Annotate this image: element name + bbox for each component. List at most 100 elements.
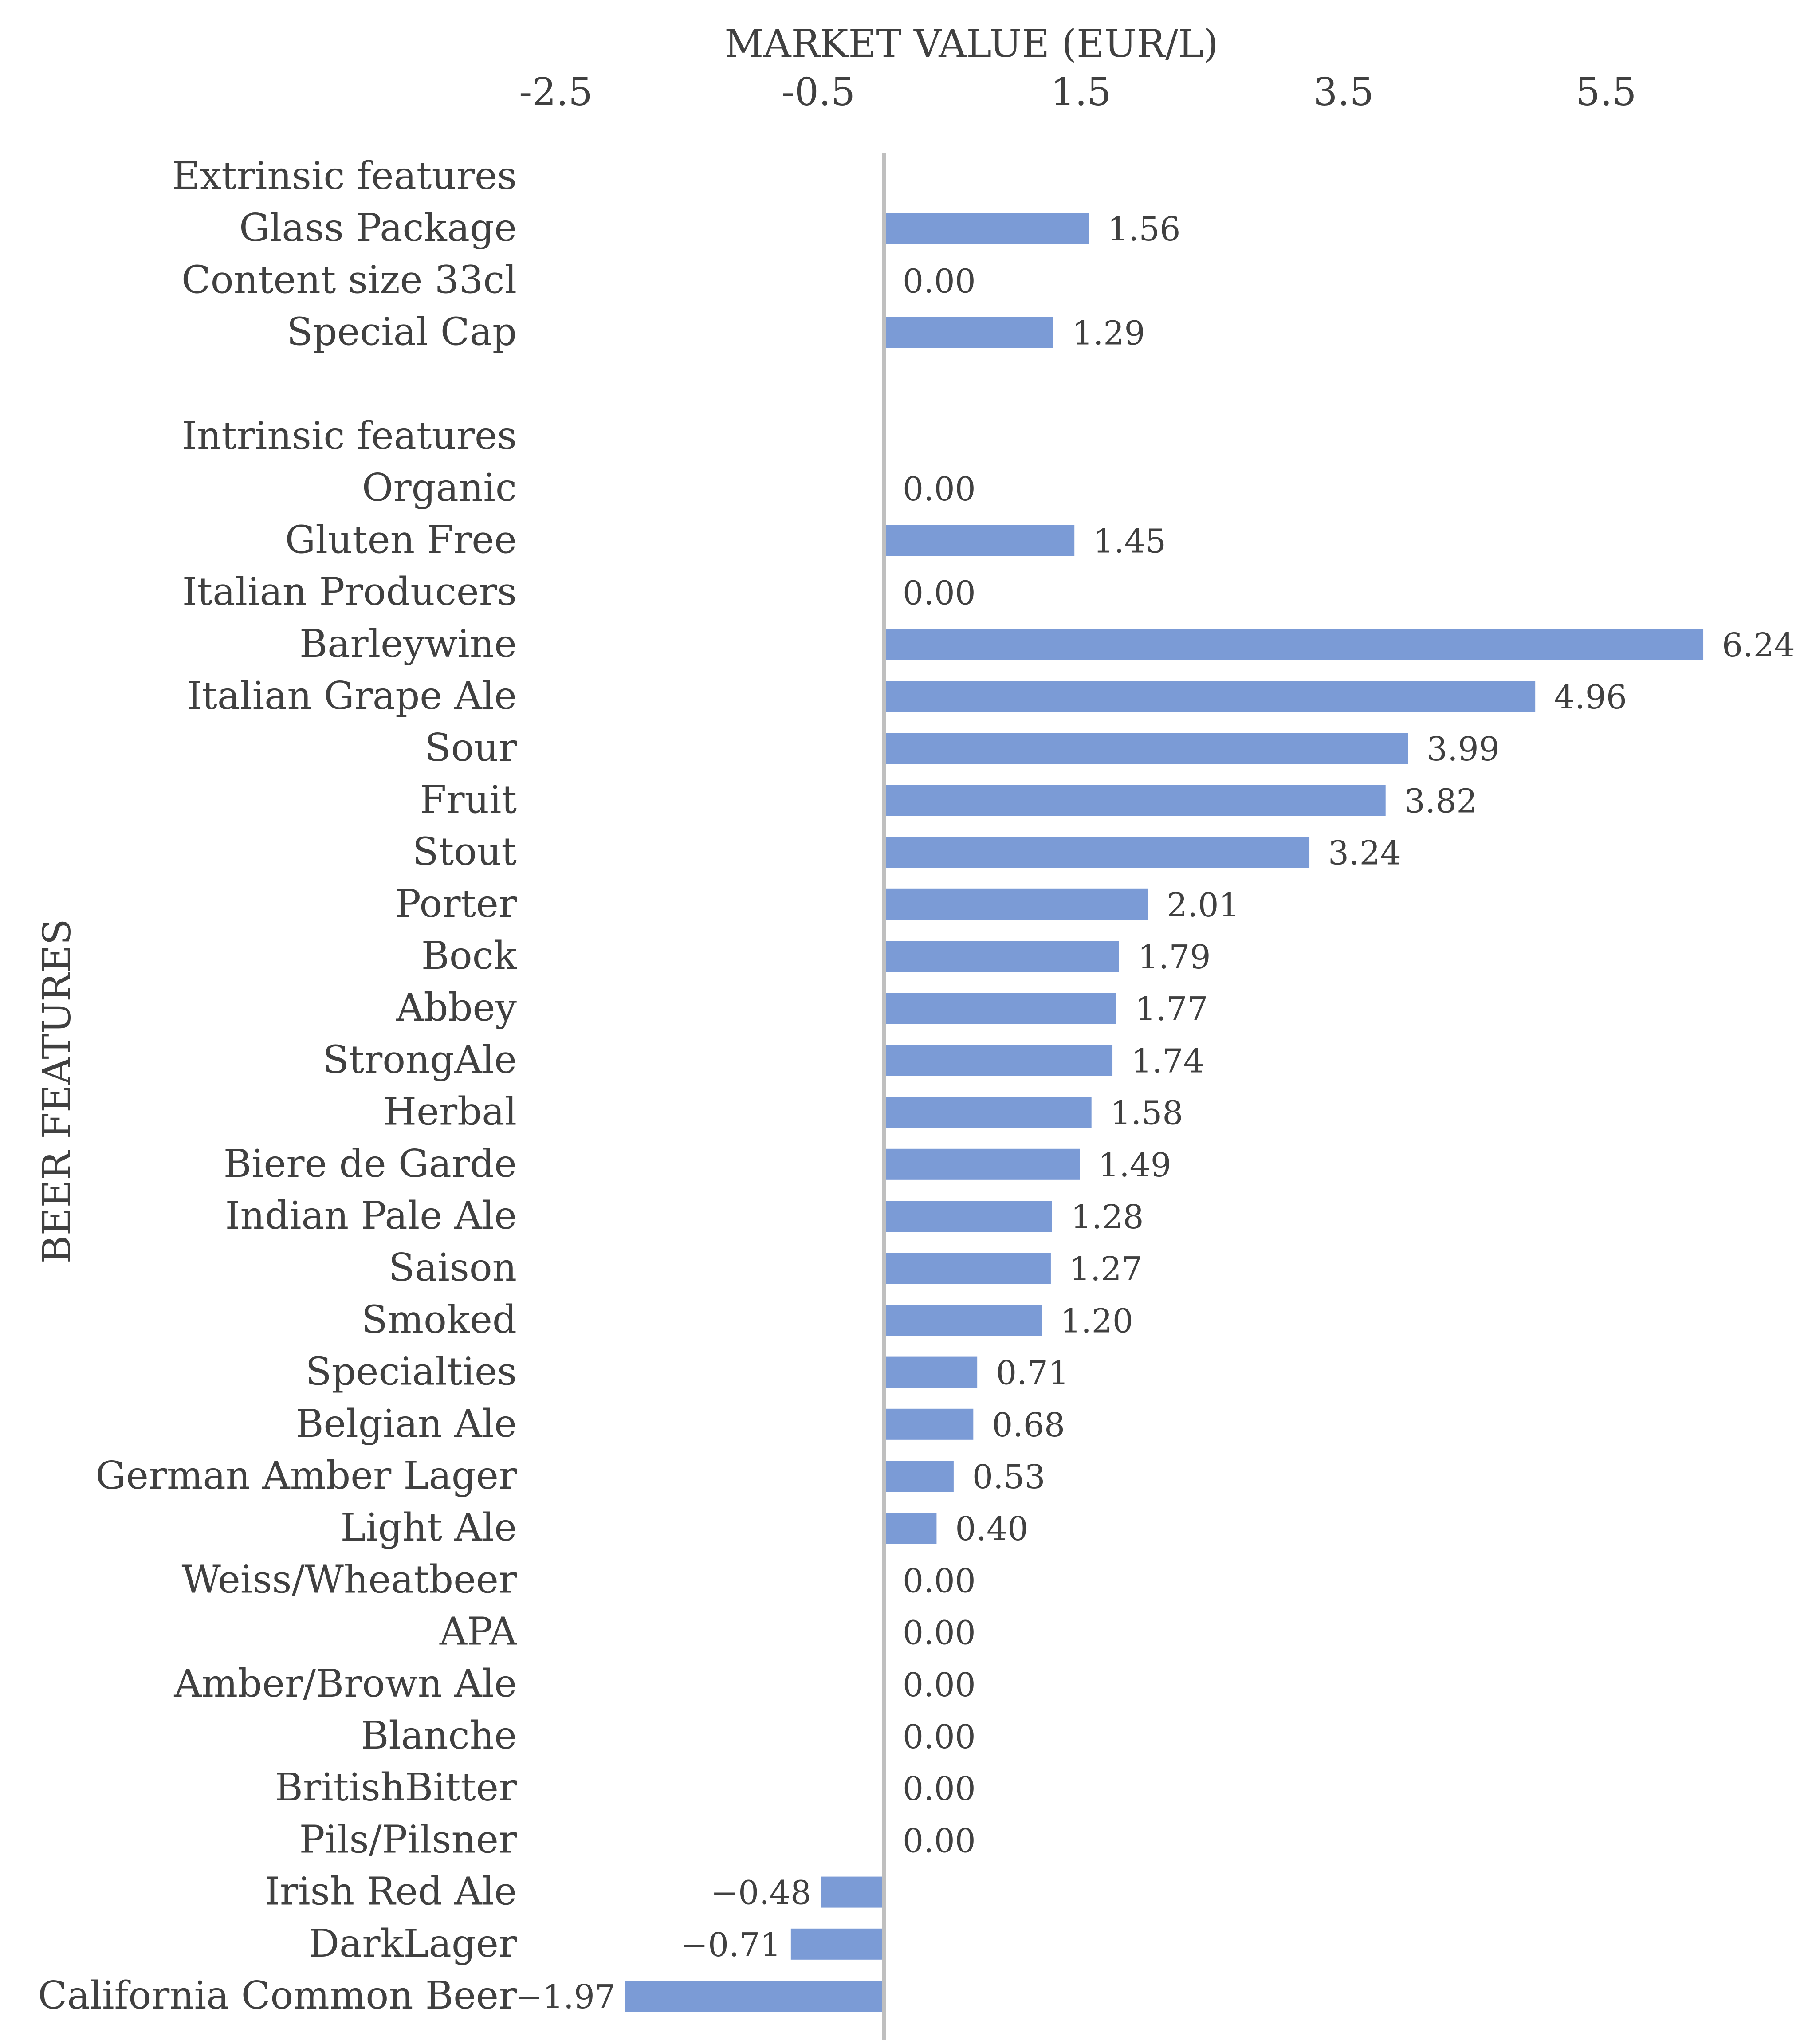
data-label: 3.99	[1427, 730, 1500, 768]
x-tick-label: 5.5	[1576, 70, 1637, 114]
x-tick-label: 3.5	[1313, 70, 1374, 114]
bar	[884, 213, 1089, 244]
data-label: 1.27	[1069, 1250, 1143, 1288]
data-label: 1.74	[1131, 1042, 1204, 1080]
bar	[884, 888, 1148, 920]
category-label: Italian Producers	[182, 570, 517, 614]
data-label: 0.71	[996, 1354, 1069, 1392]
category-label: Italian Grape Ale	[187, 674, 517, 718]
bar	[884, 1097, 1092, 1128]
data-label: 1.49	[1098, 1146, 1171, 1184]
category-label: Smoked	[362, 1297, 517, 1342]
data-label: 0.00	[903, 574, 976, 613]
bars	[625, 213, 1704, 2012]
bar	[884, 1148, 1080, 1180]
category-label: Bock	[421, 934, 517, 978]
bar	[790, 1928, 884, 1960]
bar	[625, 1981, 884, 2012]
data-label: 0.00	[903, 1770, 976, 1808]
x-tick-label: -0.5	[782, 70, 855, 114]
category-label: Stout	[413, 830, 517, 874]
data-label: 0.53	[972, 1458, 1045, 1496]
category-label: Irish Red Ale	[265, 1870, 517, 1914]
category-label: Specialties	[306, 1350, 517, 1394]
category-label: German Amber Lager	[95, 1454, 517, 1498]
category-label: DarkLager	[309, 1922, 517, 1966]
data-label: 1.79	[1138, 938, 1211, 976]
bar	[884, 1253, 1051, 1284]
data-label: 0.00	[903, 1666, 976, 1704]
data-label: 2.01	[1167, 886, 1240, 924]
x-tick-label: 1.5	[1051, 70, 1112, 114]
data-label: 1.77	[1135, 990, 1208, 1028]
bar	[884, 1461, 954, 1492]
category-label: BritishBitter	[275, 1765, 517, 1810]
category-label: Sour	[425, 726, 517, 770]
bar	[884, 317, 1053, 348]
data-label: 6.24	[1722, 626, 1795, 664]
category-label: Gluten Free	[285, 518, 517, 562]
category-label: Indian Pale Ale	[225, 1194, 517, 1238]
data-label: −1.97	[515, 1978, 616, 2016]
bar	[884, 629, 1704, 660]
category-label: Barleywine	[299, 622, 517, 666]
data-label: 1.45	[1093, 522, 1166, 560]
category-labels: Extrinsic features Glass Package Content s…	[38, 154, 517, 2018]
data-label: 0.00	[903, 1562, 976, 1600]
data-label: −0.48	[711, 1874, 811, 1912]
category-label: Special Cap	[287, 310, 517, 354]
y-axis-title: BEER FEATURES	[35, 919, 79, 1264]
data-label: 0.00	[903, 262, 976, 300]
data-label: 0.00	[903, 1614, 976, 1652]
data-label: 1.58	[1110, 1094, 1183, 1132]
bar	[884, 1045, 1113, 1076]
category-label: Light Ale	[341, 1505, 517, 1550]
data-label: 1.20	[1060, 1302, 1133, 1340]
bar	[884, 1513, 937, 1544]
category-label: Extrinsic features	[172, 154, 517, 198]
bar	[884, 785, 1386, 816]
data-label: 0.00	[903, 1718, 976, 1756]
category-label: APA	[439, 1610, 517, 1654]
data-label: 0.40	[955, 1510, 1028, 1548]
bar	[884, 1408, 974, 1440]
data-label: 3.24	[1328, 834, 1401, 873]
bar	[884, 837, 1310, 868]
category-label: Herbal	[383, 1090, 517, 1134]
category-label: Organic	[362, 466, 517, 510]
category-label: Fruit	[420, 778, 517, 822]
data-label: −0.71	[680, 1926, 781, 1964]
data-labels: 1.56 0.00 1.29 0.00 1.45 0.00 6.24 4.96 3.99 3.82…	[515, 210, 1795, 2016]
bar	[884, 1305, 1042, 1336]
category-label: Glass Package	[239, 206, 517, 250]
bar	[884, 941, 1119, 972]
bar	[884, 733, 1408, 764]
data-label: 0.00	[903, 470, 976, 508]
x-tick-label: -2.5	[519, 70, 593, 114]
data-label: 1.29	[1072, 314, 1145, 353]
category-label: Blanche	[361, 1714, 517, 1758]
category-label: Weiss/Wheatbeer	[182, 1557, 517, 1602]
category-label: Biere de Garde	[224, 1142, 517, 1186]
data-label: 1.56	[1108, 210, 1181, 248]
bar	[884, 525, 1075, 556]
category-label: Porter	[395, 882, 517, 926]
category-label: Content size 33cl	[181, 258, 517, 302]
x-axis-ticks: -2.5 -0.5 1.5 3.5 5.5	[519, 70, 1636, 114]
category-label: Amber/Brown Ale	[173, 1662, 517, 1706]
data-label: 1.28	[1071, 1198, 1144, 1236]
category-label: Abbey	[396, 986, 517, 1030]
bar	[884, 993, 1116, 1024]
bar	[884, 681, 1536, 712]
category-label: Belgian Ale	[295, 1402, 517, 1446]
data-label: 0.00	[903, 1822, 976, 1860]
bar	[884, 1201, 1052, 1232]
data-label: 3.82	[1404, 782, 1478, 820]
category-label: Intrinsic features	[182, 414, 517, 458]
category-label: California Common Beer	[38, 1973, 517, 2018]
x-axis-title: MARKET VALUE (EUR/L)	[724, 22, 1218, 66]
data-label: 4.96	[1554, 678, 1627, 716]
category-label: Saison	[389, 1246, 517, 1290]
bar	[821, 1876, 884, 1908]
